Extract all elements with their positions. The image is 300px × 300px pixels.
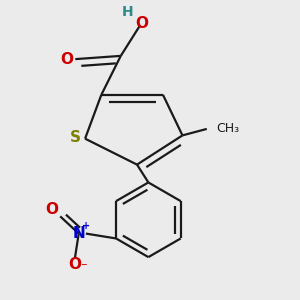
- Text: O: O: [46, 202, 59, 217]
- Text: CH₃: CH₃: [217, 122, 240, 135]
- Text: O: O: [135, 16, 148, 31]
- Text: O: O: [61, 52, 74, 67]
- Text: N: N: [72, 226, 85, 241]
- Text: H: H: [122, 5, 133, 19]
- Text: ⁻: ⁻: [81, 261, 87, 274]
- Text: O: O: [68, 257, 81, 272]
- Text: +: +: [82, 221, 90, 231]
- Text: S: S: [70, 130, 81, 145]
